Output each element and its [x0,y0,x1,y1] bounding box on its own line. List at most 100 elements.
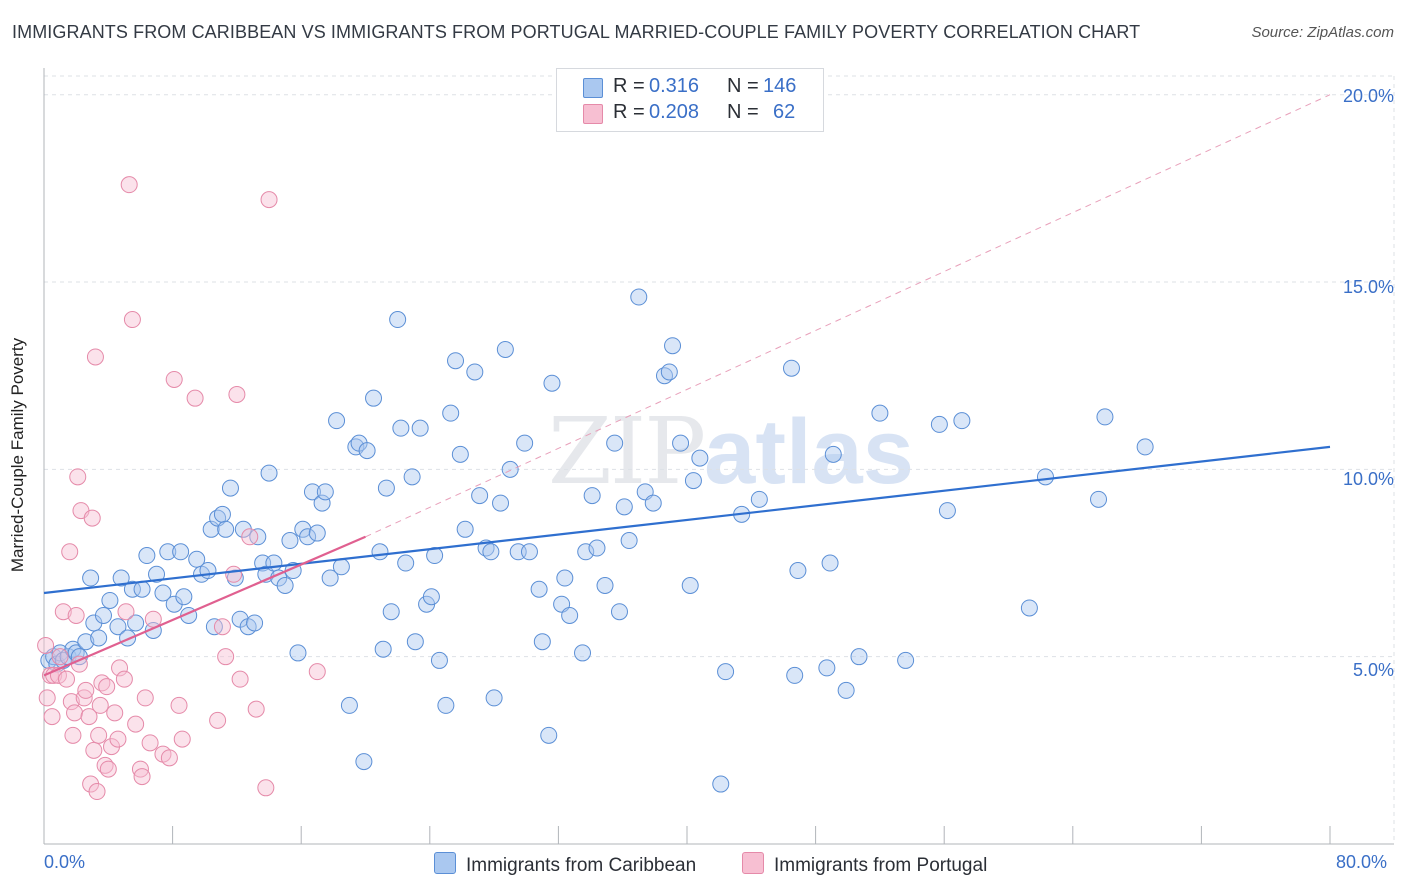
caribbean-point [82,569,100,587]
y-tick-label: 5.0% [1352,660,1394,680]
caribbean-point [382,603,400,621]
caribbean-point [897,651,915,669]
portugal-point [136,689,154,707]
legend-n-value: 146 [763,75,797,97]
caribbean-point [406,633,424,651]
portugal-point [115,670,133,688]
caribbean-point [466,363,484,381]
portugal-point [43,708,61,726]
caribbean-point [818,659,836,677]
correlation-legend: R = 0.316 N = 146 R = 0.208 N = 62 [556,68,824,132]
portugal-point [186,389,204,407]
caribbean-point [397,554,415,572]
caribbean-point [332,558,350,576]
caribbean-point [94,606,112,624]
portugal-point [88,783,106,801]
portugal-point [86,348,104,366]
portugal-point [231,670,249,688]
caribbean-point [540,726,558,744]
caribbean-point [1020,599,1038,617]
portugal-point [62,693,80,711]
caribbean-point [199,562,217,580]
caribbean-point [451,445,469,463]
portugal-point [308,663,326,681]
caribbean-point [492,494,510,512]
caribbean-point [496,340,514,358]
portugal-trend-line [43,535,366,677]
caribbean-point [289,644,307,662]
y-tick-label: 20.0% [1342,86,1394,106]
caribbean-point [533,633,551,651]
caribbean-point [281,532,299,550]
caribbean-point [355,753,373,771]
caribbean-point [371,543,389,561]
caribbean-point [389,311,407,329]
caribbean-point [681,577,699,595]
caribbean-point [789,562,807,580]
caribbean-point [588,539,606,557]
portugal-point [90,726,108,744]
watermark-atlas: atlas [704,401,914,503]
caribbean-point [447,352,465,370]
portugal-point [257,779,275,797]
caribbean-point [660,363,678,381]
legend-r-label: R = [613,75,645,97]
caribbean-point [583,487,601,505]
chart-title: IMMIGRANTS FROM CARIBBEAN VS IMMIGRANTS … [12,22,1141,42]
caribbean-point [824,445,842,463]
caribbean-point [610,603,628,621]
portugal-point [170,696,188,714]
caribbean-point [615,498,633,516]
caribbean-point [471,487,489,505]
caribbean-point [691,449,709,467]
caribbean-point [392,419,410,437]
portugal-point [217,648,235,666]
caribbean-point [520,543,538,561]
portugal-point [127,715,145,733]
caribbean-point [246,614,264,632]
caribbean-point [1096,408,1114,426]
caribbean-point [172,543,190,561]
legend-n-label: N = [727,75,759,97]
portugal-point [209,711,227,729]
caribbean-point [109,618,127,636]
legend-swatch [583,104,603,124]
x-tick-label: 80.0% [1336,852,1388,872]
caribbean-point [260,464,278,482]
legend-row-caribbean: R = 0.316 N = 146 [557,75,823,101]
caribbean-point [217,520,235,538]
caribbean-point [377,479,395,497]
caribbean-point [556,569,574,587]
caribbean-point [953,412,971,430]
caribbean-point [175,588,193,606]
caribbean-point [159,543,177,561]
caribbean-point [561,606,579,624]
caribbean-point [321,569,339,587]
legend-swatch [583,78,603,98]
portugal-point [165,370,183,388]
caribbean-point [340,696,358,714]
caribbean-point [133,580,151,598]
portugal-point [111,659,129,677]
caribbean-point [374,640,392,658]
caribbean-point [782,359,800,377]
caribbean-point [630,288,648,306]
caribbean-point [501,460,519,478]
portugal-point [141,734,159,752]
watermark: ZIPatlas [548,398,914,505]
caribbean-point [313,494,331,512]
portugal-point [61,543,79,561]
caribbean-point [123,580,141,598]
caribbean-point [938,502,956,520]
legend-item-portugal: Immigrants from Portugal [742,852,987,877]
caribbean-point [530,580,548,598]
caribbean-point [316,483,334,501]
portugal-point [241,528,259,546]
caribbean-point [358,442,376,460]
caribbean-point [482,543,500,561]
caribbean-point [430,651,448,669]
portugal-point [106,704,124,722]
caribbean-point [442,404,460,422]
caribbean-point [664,337,682,355]
